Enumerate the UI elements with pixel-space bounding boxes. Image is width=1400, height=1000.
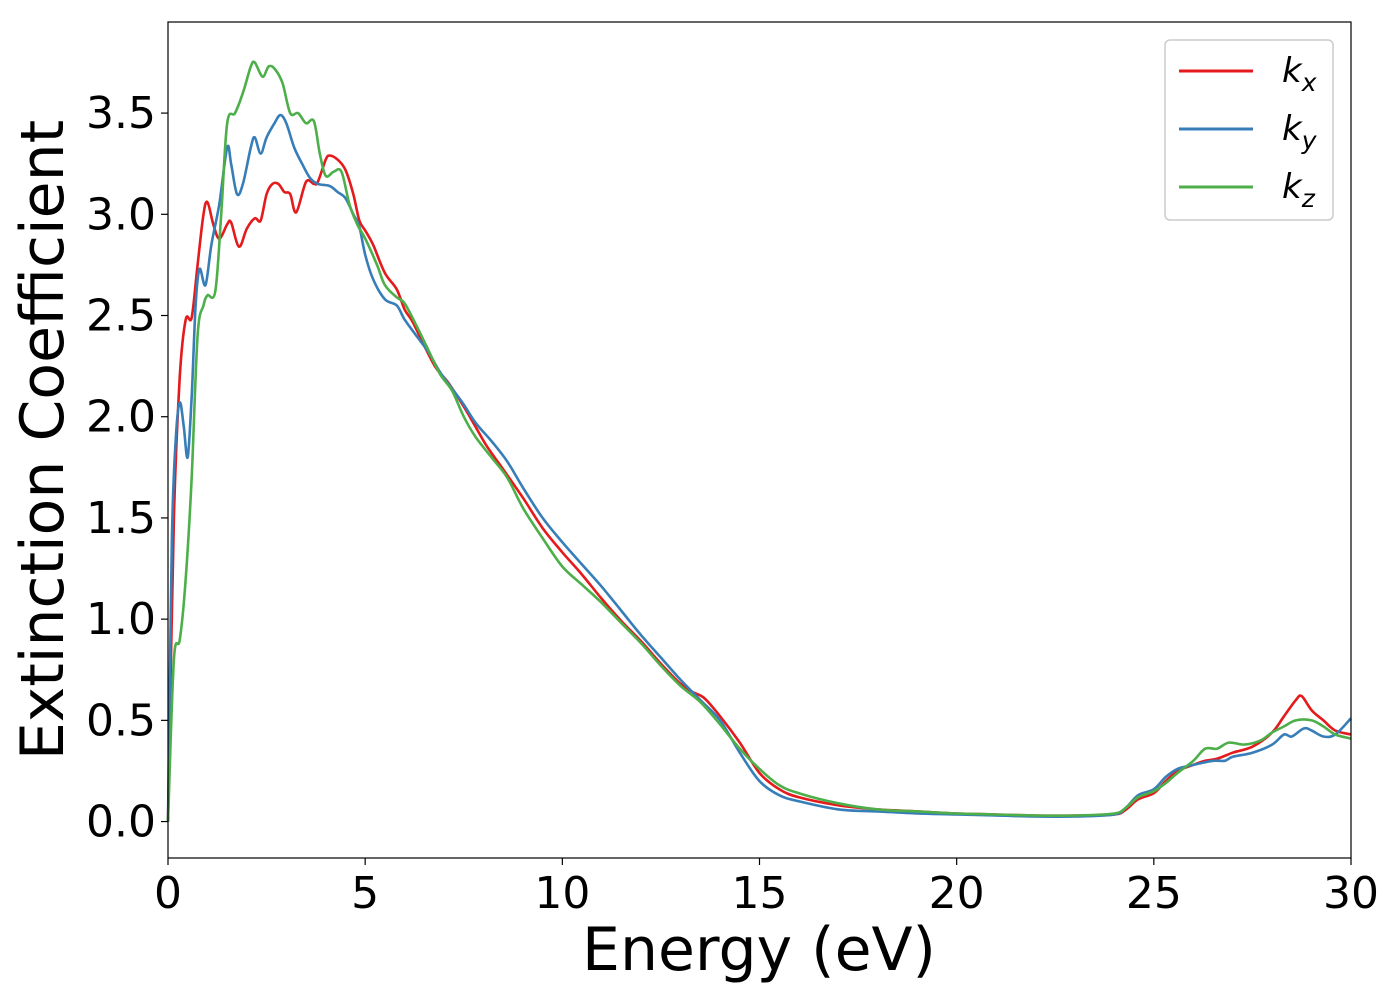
x-tick-label: 5: [351, 868, 379, 919]
y-tick-label: 0.5: [86, 695, 156, 746]
series-line-ky: [166, 113, 1352, 822]
y-tick-label: 1.0: [86, 594, 156, 645]
y-axis-label: Extinction Coefficient: [8, 120, 78, 760]
y-tick-label: 3.0: [86, 189, 156, 240]
y-axis-ticks: 0.0 0.5 1.0 1.5 2.0 2.5 3.0 3.5: [86, 88, 168, 848]
x-tick-label: 10: [534, 868, 590, 919]
y-tick-label: 2.5: [86, 291, 156, 342]
x-axis-ticks: 0 5 10 15 20 25 30: [154, 858, 1379, 919]
plot-area: [168, 22, 1351, 858]
legend: kx ky kz: [1164, 39, 1334, 221]
series-line-kz: [166, 60, 1352, 822]
series-layer: [166, 60, 1352, 822]
x-tick-label: 15: [732, 868, 788, 919]
legend-label-kx: kx: [1282, 51, 1317, 97]
x-tick-label: 20: [929, 868, 985, 919]
x-tick-label: 25: [1126, 868, 1182, 919]
y-tick-label: 1.5: [86, 493, 156, 544]
y-tick-label: 0.0: [86, 797, 156, 848]
legend-label-kz: kz: [1282, 167, 1316, 213]
x-tick-label: 0: [154, 868, 182, 919]
legend-label-ky: ky: [1282, 109, 1318, 155]
y-tick-label: 2.0: [86, 392, 156, 443]
y-tick-label: 3.5: [86, 88, 156, 139]
x-tick-label: 30: [1323, 868, 1379, 919]
x-axis-label: Energy (eV): [582, 915, 936, 985]
